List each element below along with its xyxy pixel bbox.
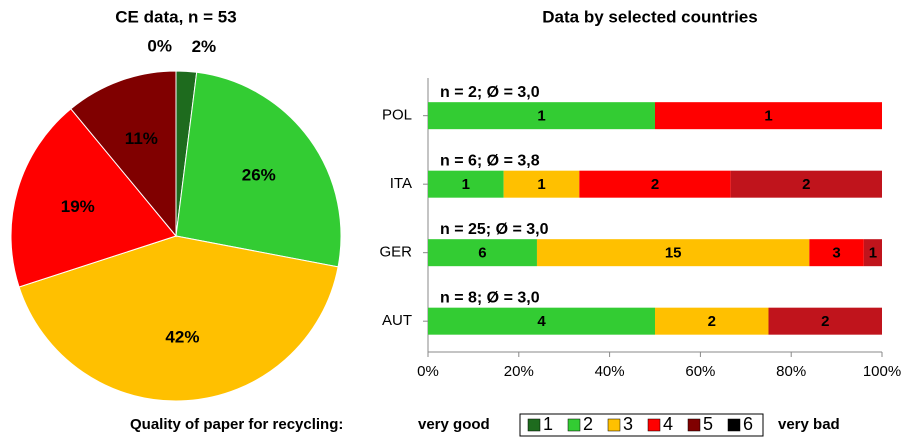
legend-label: 5 (703, 414, 713, 434)
bar-label: 3 (832, 245, 840, 262)
legend-label: 1 (543, 414, 553, 434)
pie-label: 0% (147, 37, 172, 56)
bar-segment (655, 102, 882, 130)
legend-label: 4 (663, 414, 673, 434)
bar-label: 6 (478, 245, 486, 262)
pie-slice (18, 235, 339, 402)
legend-right: very bad (778, 416, 840, 433)
bar-label: 4 (537, 313, 546, 330)
bar-annotation: n = 8; Ø = 3,0 (440, 289, 540, 306)
x-tick-label: 40% (595, 363, 625, 380)
bar-segment (428, 102, 655, 130)
y-tick-label: AUT (382, 312, 412, 329)
bar-segment (768, 307, 882, 335)
x-tick-label: 0% (417, 363, 439, 380)
bar-segment (730, 170, 882, 198)
legend-box (519, 413, 764, 437)
legend-swatch (727, 418, 741, 432)
legend-swatch (687, 418, 701, 432)
pie-label: 26% (242, 165, 276, 184)
legend-left: very good (418, 416, 490, 433)
bar-segment (428, 307, 655, 335)
bar-label: 1 (537, 108, 545, 125)
bar-segment (809, 239, 864, 267)
x-tick-label: 80% (776, 363, 806, 380)
legend-swatch (527, 418, 541, 432)
bar-title: Data by selected countries (542, 7, 757, 26)
y-tick-label: ITA (390, 175, 412, 192)
bar-annotation: n = 25; Ø = 3,0 (440, 221, 549, 238)
legend-swatch (647, 418, 661, 432)
bar-segment (655, 307, 769, 335)
bar-label: 1 (537, 176, 545, 193)
bar-label: 2 (802, 176, 810, 193)
bar-segment (536, 239, 810, 267)
x-tick-label: 100% (863, 363, 901, 380)
bar-label: 1 (764, 108, 772, 125)
pie-label: 42% (165, 328, 199, 347)
legend-title: Quality of paper for recycling: (130, 416, 343, 433)
y-tick-label: GER (379, 244, 412, 261)
bar-segment (503, 170, 580, 198)
bar-annotation: n = 2; Ø = 3,0 (440, 84, 540, 101)
x-tick-label: 60% (685, 363, 715, 380)
bar-segment (428, 170, 504, 198)
bar-segment (863, 239, 882, 267)
pie-slice (175, 71, 342, 268)
bar-label: 1 (462, 176, 470, 193)
legend-label: 3 (623, 414, 633, 434)
legend-label: 2 (583, 414, 593, 434)
x-tick-label: 20% (504, 363, 534, 380)
pie-label: 19% (61, 197, 95, 216)
y-tick-label: POL (382, 107, 412, 124)
pie-label: 2% (192, 37, 217, 56)
bar-label: 2 (651, 176, 659, 193)
legend-swatch (567, 418, 581, 432)
bar-label: 2 (708, 313, 716, 330)
bar-segment (579, 170, 731, 198)
bar-label: 2 (821, 313, 829, 330)
pie-slice (10, 108, 177, 288)
bar-label: 15 (665, 245, 682, 262)
bar-annotation: n = 6; Ø = 3,8 (440, 152, 540, 169)
bar-label: 1 (869, 245, 877, 262)
pie-slice (70, 70, 177, 238)
pie-label: 11% (125, 129, 158, 148)
legend-swatch (607, 418, 621, 432)
pie-title: CE data, n = 53 (115, 7, 236, 26)
bar-segment (428, 239, 537, 267)
legend-label: 6 (743, 414, 753, 434)
